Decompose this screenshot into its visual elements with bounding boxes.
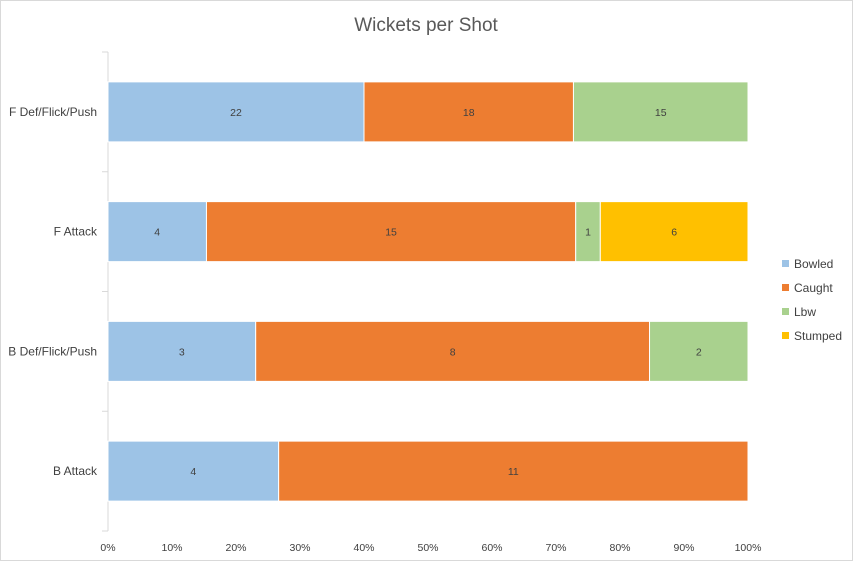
bar-segment-lbw xyxy=(649,320,749,382)
bar-segment-stumped xyxy=(599,201,749,263)
category-label: B Def/Flick/Push xyxy=(8,344,97,358)
category-label: F Attack xyxy=(54,225,98,239)
data-label: 15 xyxy=(385,227,397,239)
bars: 22 18 15 4 15 1 6 3 8 2 4 11 xyxy=(107,81,749,502)
bar-segment-caught xyxy=(255,320,651,382)
category-label: F Def/Flick/Push xyxy=(9,105,97,119)
legend-swatch xyxy=(782,284,789,291)
category-label: B Attack xyxy=(53,464,98,478)
legend-label: Bowled xyxy=(794,257,833,271)
data-label: 1 xyxy=(585,227,591,239)
legend-swatch xyxy=(782,308,789,315)
data-label: 15 xyxy=(655,107,667,119)
axes: 0% 10% 20% 30% 40% 50% 60% 70% 80% 90% 100% F Def/F… xyxy=(8,51,762,554)
data-label: 4 xyxy=(154,227,160,239)
data-label: 3 xyxy=(179,346,185,358)
bar-segment-bowled xyxy=(107,320,257,382)
legend-label: Lbw xyxy=(794,305,816,319)
data-label: 22 xyxy=(230,107,242,119)
legend-label: Caught xyxy=(794,281,833,295)
legend-swatch xyxy=(782,260,789,267)
legend-swatch xyxy=(782,332,789,339)
bar-segment-bowled xyxy=(107,81,365,143)
x-tick-label: 90% xyxy=(673,542,694,554)
data-label: 6 xyxy=(671,227,677,239)
data-label: 4 xyxy=(190,466,196,478)
bar-segment-bowled xyxy=(107,201,207,263)
bar-segment-caught xyxy=(278,440,749,502)
legend: Bowled Caught Lbw Stumped xyxy=(782,257,842,343)
bar-segment-lbw xyxy=(572,81,749,143)
x-tick-label: 100% xyxy=(735,542,762,554)
data-label: 8 xyxy=(450,346,456,358)
data-label: 2 xyxy=(696,346,702,358)
x-tick-label: 30% xyxy=(289,542,310,554)
data-label: 11 xyxy=(508,466,519,478)
bar-segment-bowled xyxy=(107,440,280,502)
x-tick-label: 70% xyxy=(545,542,566,554)
chart-title: Wickets per Shot xyxy=(354,15,498,36)
x-tick-label: 0% xyxy=(100,542,115,554)
x-tick-label: 80% xyxy=(609,542,630,554)
x-tick-label: 40% xyxy=(353,542,374,554)
bar-segment-caught xyxy=(205,201,577,263)
data-label: 18 xyxy=(463,107,475,119)
legend-label: Stumped xyxy=(794,329,842,343)
x-tick-label: 20% xyxy=(225,542,246,554)
x-tick-label: 60% xyxy=(481,542,502,554)
x-tick-label: 10% xyxy=(161,542,182,554)
x-tick-label: 50% xyxy=(417,542,438,554)
